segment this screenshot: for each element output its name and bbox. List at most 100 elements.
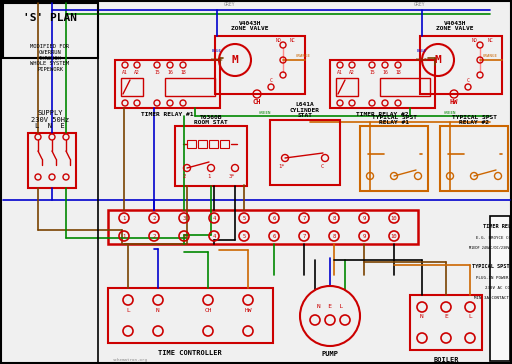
Text: TYPICAL SPST
RELAY #1: TYPICAL SPST RELAY #1 <box>372 115 416 126</box>
Text: 230V AC COIL: 230V AC COIL <box>485 286 512 290</box>
Text: 8: 8 <box>332 215 336 221</box>
Text: 10: 10 <box>391 215 397 221</box>
Text: 9: 9 <box>362 233 366 238</box>
Text: TIMER RELAY #1: TIMER RELAY #1 <box>141 111 193 116</box>
Text: C: C <box>321 165 324 170</box>
Text: TIMER RELAY #2: TIMER RELAY #2 <box>356 111 408 116</box>
Text: 9: 9 <box>362 215 366 221</box>
Text: 16: 16 <box>167 70 173 75</box>
Text: NC: NC <box>487 37 493 43</box>
Text: schematron.org: schematron.org <box>113 358 147 362</box>
Text: 4: 4 <box>212 233 216 238</box>
Text: A2: A2 <box>134 70 140 75</box>
Bar <box>360 126 428 191</box>
Text: NO: NO <box>472 37 478 43</box>
Bar <box>270 120 340 185</box>
Text: HW: HW <box>244 308 252 313</box>
Bar <box>28 133 76 188</box>
Bar <box>215 36 305 94</box>
Text: 6: 6 <box>272 215 275 221</box>
Text: 10: 10 <box>391 233 397 238</box>
Text: V4043H
ZONE VALVE: V4043H ZONE VALVE <box>231 21 269 31</box>
Text: 1: 1 <box>122 215 125 221</box>
Text: BLUE: BLUE <box>212 49 222 53</box>
Text: C: C <box>269 78 272 83</box>
Bar <box>108 288 273 343</box>
Text: M: M <box>435 55 441 65</box>
Text: PUMP: PUMP <box>322 351 338 357</box>
Text: 1: 1 <box>207 174 210 178</box>
Text: C: C <box>466 78 470 83</box>
Bar <box>420 36 502 94</box>
Text: TYPICAL SPST RELAY: TYPICAL SPST RELAY <box>472 264 512 269</box>
Text: ORANGE: ORANGE <box>295 54 310 58</box>
Text: L641A
CYLINDER
STAT: L641A CYLINDER STAT <box>290 102 320 118</box>
Bar <box>198 140 207 148</box>
Text: CH: CH <box>253 99 261 105</box>
Bar <box>187 140 196 148</box>
Text: 7: 7 <box>303 233 306 238</box>
Text: MIN 3A CONTACT RATING: MIN 3A CONTACT RATING <box>474 296 512 300</box>
Bar <box>440 126 508 191</box>
Text: L  N  E: L N E <box>35 123 65 129</box>
Text: 1*: 1* <box>279 165 285 170</box>
Bar <box>220 140 229 148</box>
Text: M1EDF 24VAC/DC/230VAC  5-10MI: M1EDF 24VAC/DC/230VAC 5-10MI <box>469 246 512 250</box>
Text: 2: 2 <box>182 174 186 178</box>
Bar <box>336 78 358 96</box>
Text: 5: 5 <box>242 215 246 221</box>
Text: BROWN: BROWN <box>211 58 223 62</box>
Text: TIMER RELAY: TIMER RELAY <box>483 223 512 229</box>
Text: A2: A2 <box>349 70 355 75</box>
Bar <box>108 210 418 244</box>
Bar <box>175 126 247 186</box>
Bar <box>490 216 510 361</box>
Text: 3*: 3* <box>229 174 235 178</box>
Text: 5: 5 <box>242 233 246 238</box>
Text: BLUE: BLUE <box>417 49 427 53</box>
Text: A1: A1 <box>337 70 343 75</box>
Text: PLUG-IN POWER RELAY: PLUG-IN POWER RELAY <box>476 276 512 280</box>
Text: NC: NC <box>290 37 296 43</box>
Text: T6360B
ROOM STAT: T6360B ROOM STAT <box>194 115 228 126</box>
Text: GREY: GREY <box>224 1 236 7</box>
Text: CH: CH <box>204 308 212 313</box>
Text: BROWN: BROWN <box>416 58 428 62</box>
Text: 3: 3 <box>182 233 186 238</box>
Text: GREEN: GREEN <box>444 111 456 115</box>
Text: 15: 15 <box>369 70 375 75</box>
Text: GREY: GREY <box>414 1 426 7</box>
Bar <box>380 78 430 96</box>
Text: M: M <box>231 55 239 65</box>
Text: HW: HW <box>450 99 458 105</box>
Bar <box>330 60 435 108</box>
Text: L: L <box>126 308 130 313</box>
Bar <box>410 295 482 350</box>
Text: E.G. BROYCE CONTROL: E.G. BROYCE CONTROL <box>476 236 512 240</box>
Text: BOILER: BOILER <box>433 357 459 363</box>
Text: TIME CONTROLLER: TIME CONTROLLER <box>158 350 222 356</box>
Bar <box>165 78 215 96</box>
Text: TYPICAL SPST
RELAY #2: TYPICAL SPST RELAY #2 <box>452 115 497 126</box>
Text: 2: 2 <box>153 215 156 221</box>
Text: SUPPLY
230V 50Hz: SUPPLY 230V 50Hz <box>31 110 69 123</box>
Text: 15: 15 <box>154 70 160 75</box>
Bar <box>115 60 220 108</box>
Text: 18: 18 <box>180 70 186 75</box>
Text: 2: 2 <box>153 233 156 238</box>
Bar <box>121 78 143 96</box>
Text: GREEN: GREEN <box>259 111 271 115</box>
Text: 6: 6 <box>272 233 275 238</box>
Text: 3: 3 <box>182 215 186 221</box>
Text: 18: 18 <box>395 70 401 75</box>
Text: L: L <box>468 314 472 320</box>
Text: A1: A1 <box>122 70 128 75</box>
Text: 7: 7 <box>303 215 306 221</box>
Bar <box>209 140 218 148</box>
Text: MODIFIED FOR
OVERRUN
THROUGH
WHOLE SYSTEM
PIPEWORK: MODIFIED FOR OVERRUN THROUGH WHOLE SYSTE… <box>31 44 70 72</box>
Text: V4043H
ZONE VALVE: V4043H ZONE VALVE <box>436 21 474 31</box>
Text: N  E  L: N E L <box>317 304 343 309</box>
Text: N: N <box>420 314 424 320</box>
Text: 'S' PLAN: 'S' PLAN <box>23 13 77 23</box>
Text: ORANGE: ORANGE <box>482 54 498 58</box>
